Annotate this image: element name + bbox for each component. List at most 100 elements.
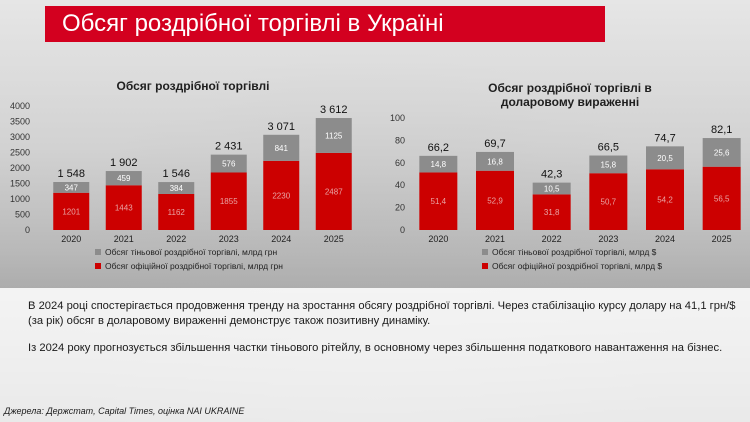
total-label: 2 431	[215, 141, 243, 153]
bar-official	[53, 192, 90, 230]
bar-shadow	[646, 146, 684, 170]
bar-shadow	[315, 118, 352, 153]
shadow-value-label: 1125	[325, 131, 343, 140]
shadow-value-label: 841	[275, 144, 289, 153]
page-title: Обсяг роздрібної торгівлі в Україні	[62, 10, 444, 37]
y-tick-label: 80	[395, 135, 405, 145]
shadow-value-label: 384	[170, 184, 184, 193]
total-label: 69,7	[484, 138, 505, 150]
bar-shadow	[210, 154, 247, 173]
shadow-value-label: 347	[65, 183, 79, 192]
official-value-label: 51,4	[431, 197, 447, 206]
bar-official	[476, 170, 514, 230]
official-value-label: 1162	[168, 208, 186, 217]
bar-official	[105, 185, 142, 230]
y-tick-label: 100	[390, 113, 405, 123]
total-label: 3 612	[320, 104, 348, 116]
title-bar	[45, 6, 605, 42]
bar-official	[589, 173, 628, 230]
legend-label: Обсяг тіньової роздрібної торгівлі, млрд…	[492, 247, 657, 257]
y-tick-label: 500	[15, 210, 30, 220]
bar-official	[263, 160, 300, 230]
bar-official	[702, 166, 741, 230]
y-tick-label: 40	[395, 180, 405, 190]
bar-shadow	[263, 134, 300, 161]
total-label: 82,1	[711, 124, 732, 136]
x-tick-label: 2025	[324, 234, 344, 244]
total-label: 1 548	[57, 168, 85, 180]
legend-label: Обсяг тіньової роздрібної торгівлі, млрд…	[105, 247, 277, 257]
chart-title-line: доларовому вираженні	[501, 95, 639, 109]
y-tick-label: 2000	[10, 163, 30, 173]
bar-shadow	[105, 171, 142, 186]
y-tick-label: 60	[395, 158, 405, 168]
x-tick-label: 2022	[542, 234, 562, 244]
bar-official	[532, 194, 571, 230]
paragraph-forecast: Із 2024 року прогнозується збільшення ча…	[28, 342, 723, 354]
y-tick-label: 0	[400, 225, 405, 235]
bar-shadow	[158, 182, 195, 194]
total-label: 74,7	[654, 132, 675, 144]
y-tick-label: 20	[395, 203, 405, 213]
official-value-label: 1201	[62, 207, 80, 216]
official-value-label: 1443	[115, 204, 133, 213]
bar-official	[315, 152, 352, 230]
bar-shadow	[476, 151, 514, 171]
bar-shadow	[53, 182, 90, 193]
official-value-label: 56,5	[714, 194, 730, 203]
y-tick-label: 3000	[10, 132, 30, 142]
x-tick-label: 2024	[271, 234, 291, 244]
official-value-label: 2487	[325, 187, 343, 196]
official-value-label: 1855	[220, 197, 238, 206]
official-value-label: 50,7	[601, 198, 617, 207]
total-label: 3 071	[267, 121, 295, 133]
y-tick-label: 0	[25, 225, 30, 235]
shadow-value-label: 15,8	[601, 160, 617, 169]
official-value-label: 2230	[272, 191, 290, 200]
shadow-value-label: 20,5	[657, 154, 673, 163]
x-tick-label: 2025	[712, 234, 732, 244]
legend-label: Обсяг офіційної роздрібної торгівлі, млр…	[492, 261, 662, 271]
shadow-value-label: 459	[117, 174, 131, 183]
bar-shadow	[419, 155, 458, 173]
x-tick-label: 2023	[219, 234, 239, 244]
chart-title: Обсяг роздрібної торгівлі	[117, 79, 270, 93]
shadow-value-label: 25,6	[714, 148, 730, 157]
x-tick-label: 2021	[114, 234, 134, 244]
shadow-value-label: 10,5	[544, 185, 560, 194]
paragraph-trend: В 2024 році спостерігається продовження …	[28, 300, 736, 327]
text-panel	[0, 288, 750, 422]
bar-official	[158, 193, 195, 230]
x-tick-label: 2024	[655, 234, 675, 244]
bar-shadow	[702, 138, 741, 167]
bar-shadow	[589, 155, 628, 174]
x-tick-label: 2022	[166, 234, 186, 244]
bar-shadow	[532, 182, 571, 195]
total-label: 66,2	[428, 142, 449, 154]
total-label: 42,3	[541, 169, 562, 181]
total-label: 1 902	[110, 157, 138, 169]
chart-title-line: Обсяг роздрібної торгівлі в	[488, 81, 652, 95]
shadow-value-label: 14,8	[431, 160, 447, 169]
bar-official	[210, 172, 247, 230]
legend-label: Обсяг офіційної роздрібної торгівлі, млр…	[105, 261, 283, 271]
bar-official	[419, 172, 458, 230]
legend-swatch	[95, 249, 101, 255]
y-tick-label: 3500	[10, 117, 30, 127]
x-tick-label: 2023	[598, 234, 618, 244]
y-tick-label: 2500	[10, 148, 30, 158]
shadow-value-label: 16,8	[487, 157, 503, 166]
official-value-label: 52,9	[487, 196, 503, 205]
legend-swatch	[482, 249, 488, 255]
legend-swatch	[95, 263, 101, 269]
x-tick-label: 2021	[485, 234, 505, 244]
total-label: 1 546	[162, 168, 190, 180]
y-tick-label: 4000	[10, 101, 30, 111]
legend-swatch	[482, 263, 488, 269]
bar-official	[646, 169, 684, 230]
y-tick-label: 1000	[10, 194, 30, 204]
official-value-label: 31,8	[544, 208, 560, 217]
x-tick-label: 2020	[428, 234, 448, 244]
total-label: 66,5	[598, 142, 619, 154]
